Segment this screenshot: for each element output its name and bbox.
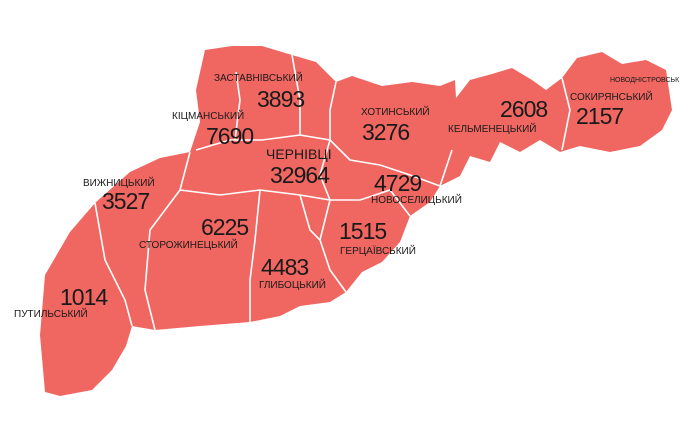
district-name: ГЕРЦАЇВСЬКИЙ — [340, 246, 416, 257]
district-value: 3276 — [362, 119, 410, 145]
district-name: КІЦМАНСЬКИЙ — [172, 111, 245, 122]
district-value: 3527 — [102, 188, 150, 214]
district-name: КЕЛЬМЕНЕЦЬКИЙ — [448, 124, 537, 135]
district-value: 6225 — [201, 214, 249, 240]
district-name: СОКИРЯНСЬКИЙ — [570, 92, 653, 103]
district-name: СТОРОЖИНЕЦЬКИЙ — [139, 240, 238, 251]
oblast-shape — [40, 46, 672, 396]
district-value: 2157 — [576, 103, 624, 129]
district-value: 4729 — [374, 170, 422, 196]
district-name: ЧЕРНІВЦІ — [266, 146, 332, 162]
district-value: 32964 — [270, 162, 330, 188]
district-value: 2608 — [500, 96, 548, 122]
district-name: ХОТИНСЬКИЙ — [361, 107, 430, 118]
district-name: ВИЖНИЦЬКИЙ — [83, 178, 155, 189]
district-value: 7690 — [206, 123, 254, 149]
district-name: ЗАСТАВНІВСЬКИЙ — [214, 73, 303, 84]
district-value: 1515 — [339, 218, 387, 244]
district-name: ПУТИЛЬСЬКИЙ — [14, 309, 88, 320]
district-value: 1014 — [60, 284, 108, 310]
district-value: 3893 — [257, 86, 305, 112]
district-name: ГЛИБОЦЬКИЙ — [259, 280, 326, 291]
district-name: НОВОСЕЛИЦЬКИЙ — [371, 195, 462, 206]
district-name: НОВОДНІСТРОВСЬК — [610, 77, 680, 84]
district-borders — [94, 54, 571, 331]
district-value: 4483 — [261, 254, 309, 280]
